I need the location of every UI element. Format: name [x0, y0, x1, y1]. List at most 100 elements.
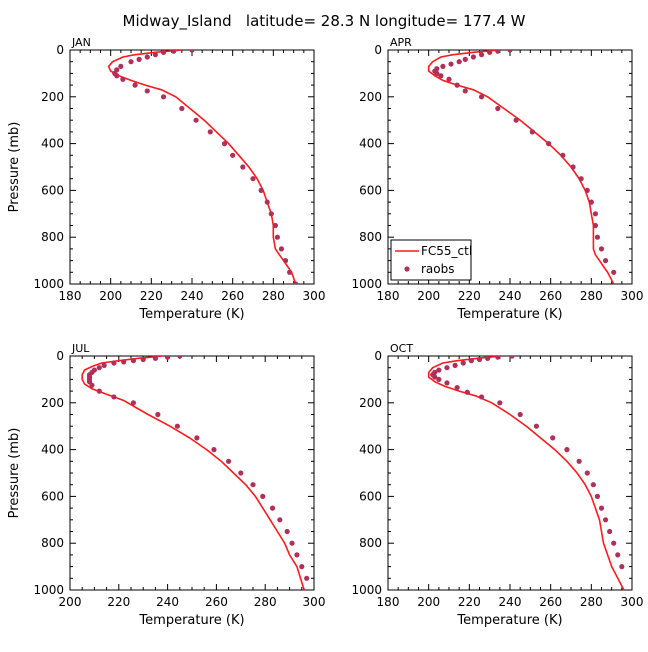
y-tick-label: 400: [41, 137, 64, 151]
data-point-raobs: [111, 360, 117, 366]
data-point-raobs: [299, 564, 305, 570]
y-axis-label: Pressure (mb): [7, 122, 22, 213]
x-tick-label: 260: [205, 595, 228, 609]
data-point-raobs: [468, 358, 474, 364]
data-point-raobs: [136, 56, 142, 62]
x-tick-label: 200: [59, 595, 82, 609]
x-tick-label: 220: [458, 595, 481, 609]
x-tick-label: 240: [156, 595, 179, 609]
data-point-raobs: [478, 94, 485, 100]
y-tick-label: 0: [56, 349, 64, 363]
x-tick-label: 220: [107, 595, 130, 609]
data-point-raobs: [564, 447, 570, 453]
data-point-raobs: [114, 73, 120, 79]
data-point-raobs: [602, 517, 609, 523]
data-point-raobs: [144, 88, 150, 94]
data-point-raobs: [584, 187, 590, 193]
x-axis-label: Temperature (K): [456, 613, 562, 628]
plot-area: [81, 356, 310, 590]
data-point-raobs: [507, 50, 513, 53]
x-tick-label: 300: [303, 289, 326, 303]
data-point-raobs: [174, 423, 180, 429]
y-tick-label: 800: [359, 536, 382, 550]
data-point-raobs: [101, 362, 107, 368]
y-tick-label: 600: [359, 489, 382, 503]
data-point-raobs: [207, 129, 213, 135]
y-tick-label: 1000: [33, 277, 64, 291]
data-point-raobs: [289, 540, 295, 546]
y-tick-label: 600: [41, 183, 64, 197]
data-point-raobs: [250, 482, 256, 488]
data-point-raobs: [282, 258, 289, 264]
x-axis-label: Temperature (K): [456, 307, 562, 322]
data-point-raobs: [155, 411, 161, 418]
x-tick-label: 280: [580, 595, 603, 609]
data-point-raobs: [438, 73, 444, 79]
data-point-raobs: [550, 435, 556, 441]
data-point-raobs: [160, 94, 167, 100]
data-point-raobs: [434, 70, 440, 76]
panel-label: OCT: [390, 342, 413, 355]
panel-label: JAN: [71, 36, 91, 49]
panel-jul: 200 220 240 260 280 300 0 200 400 600 800 1000 JUL Te…: [7, 342, 325, 628]
data-point-raobs: [436, 367, 442, 373]
data-point-raobs: [250, 176, 256, 182]
panel-oct: 180 200 220 240 260 280 300 0 200 400 600 800 1000 OC…: [351, 342, 643, 628]
data-point-raobs: [448, 61, 454, 67]
data-point-raobs: [446, 76, 452, 82]
x-axis-label: Temperature (K): [138, 307, 244, 322]
data-point-raobs: [171, 50, 177, 54]
x-tick-label: 180: [377, 289, 400, 303]
x-axis-label: Temperature (K): [138, 613, 244, 628]
data-point-raobs: [529, 129, 535, 135]
figure-title: Midway_Island latitude= 28.3 N longitude…: [123, 12, 526, 31]
panel-apr: 180 200 220 240 260 280 300 0 200 400 600 800 1000 AP…: [351, 36, 643, 322]
data-point-raobs: [485, 356, 491, 361]
data-point-raobs: [278, 246, 285, 252]
data-point-raobs: [452, 362, 458, 368]
x-tick-label: 300: [621, 595, 644, 609]
data-point-raobs: [121, 359, 127, 365]
data-point-raobs: [619, 564, 625, 570]
y-tick-label: 200: [41, 90, 64, 104]
data-point-raobs: [598, 246, 605, 252]
data-point-raobs: [226, 458, 232, 464]
data-point-raobs: [607, 528, 613, 535]
plot-frame: [387, 355, 633, 591]
data-point-raobs: [132, 82, 138, 88]
data-point-raobs: [194, 435, 200, 441]
x-tick-label: 300: [303, 595, 326, 609]
legend-box: [390, 239, 472, 281]
data-point-raobs: [193, 117, 199, 123]
y-axis-label: Pressure (mb): [7, 428, 22, 519]
data-point-raobs: [456, 59, 462, 65]
data-point-raobs: [588, 199, 594, 205]
series-line-fc55-ctl: [427, 50, 615, 284]
data-point-raobs: [454, 384, 460, 391]
legend-marker-swatch: [404, 266, 410, 272]
x-tick-label: 180: [59, 289, 82, 303]
data-point-raobs: [513, 117, 519, 123]
data-point-raobs: [462, 88, 468, 94]
data-point-raobs: [576, 458, 582, 464]
x-tick-label: 240: [499, 289, 522, 303]
y-tick-label: 400: [41, 443, 64, 457]
x-tick-label: 240: [181, 289, 204, 303]
series-line-fc55-ctl: [107, 50, 297, 284]
data-point-raobs: [120, 76, 126, 82]
x-tick-label: 200: [417, 595, 440, 609]
data-point-raobs: [96, 388, 102, 394]
data-point-raobs: [495, 356, 501, 360]
data-point-raobs: [570, 164, 576, 170]
data-point-raobs: [517, 411, 523, 418]
data-point-raobs: [509, 356, 515, 359]
data-point-raobs: [460, 360, 466, 366]
data-point-raobs: [111, 394, 117, 400]
data-point-raobs: [594, 493, 601, 499]
data-point-raobs: [615, 552, 621, 558]
data-point-raobs: [140, 356, 146, 363]
data-point-raobs: [454, 82, 460, 88]
